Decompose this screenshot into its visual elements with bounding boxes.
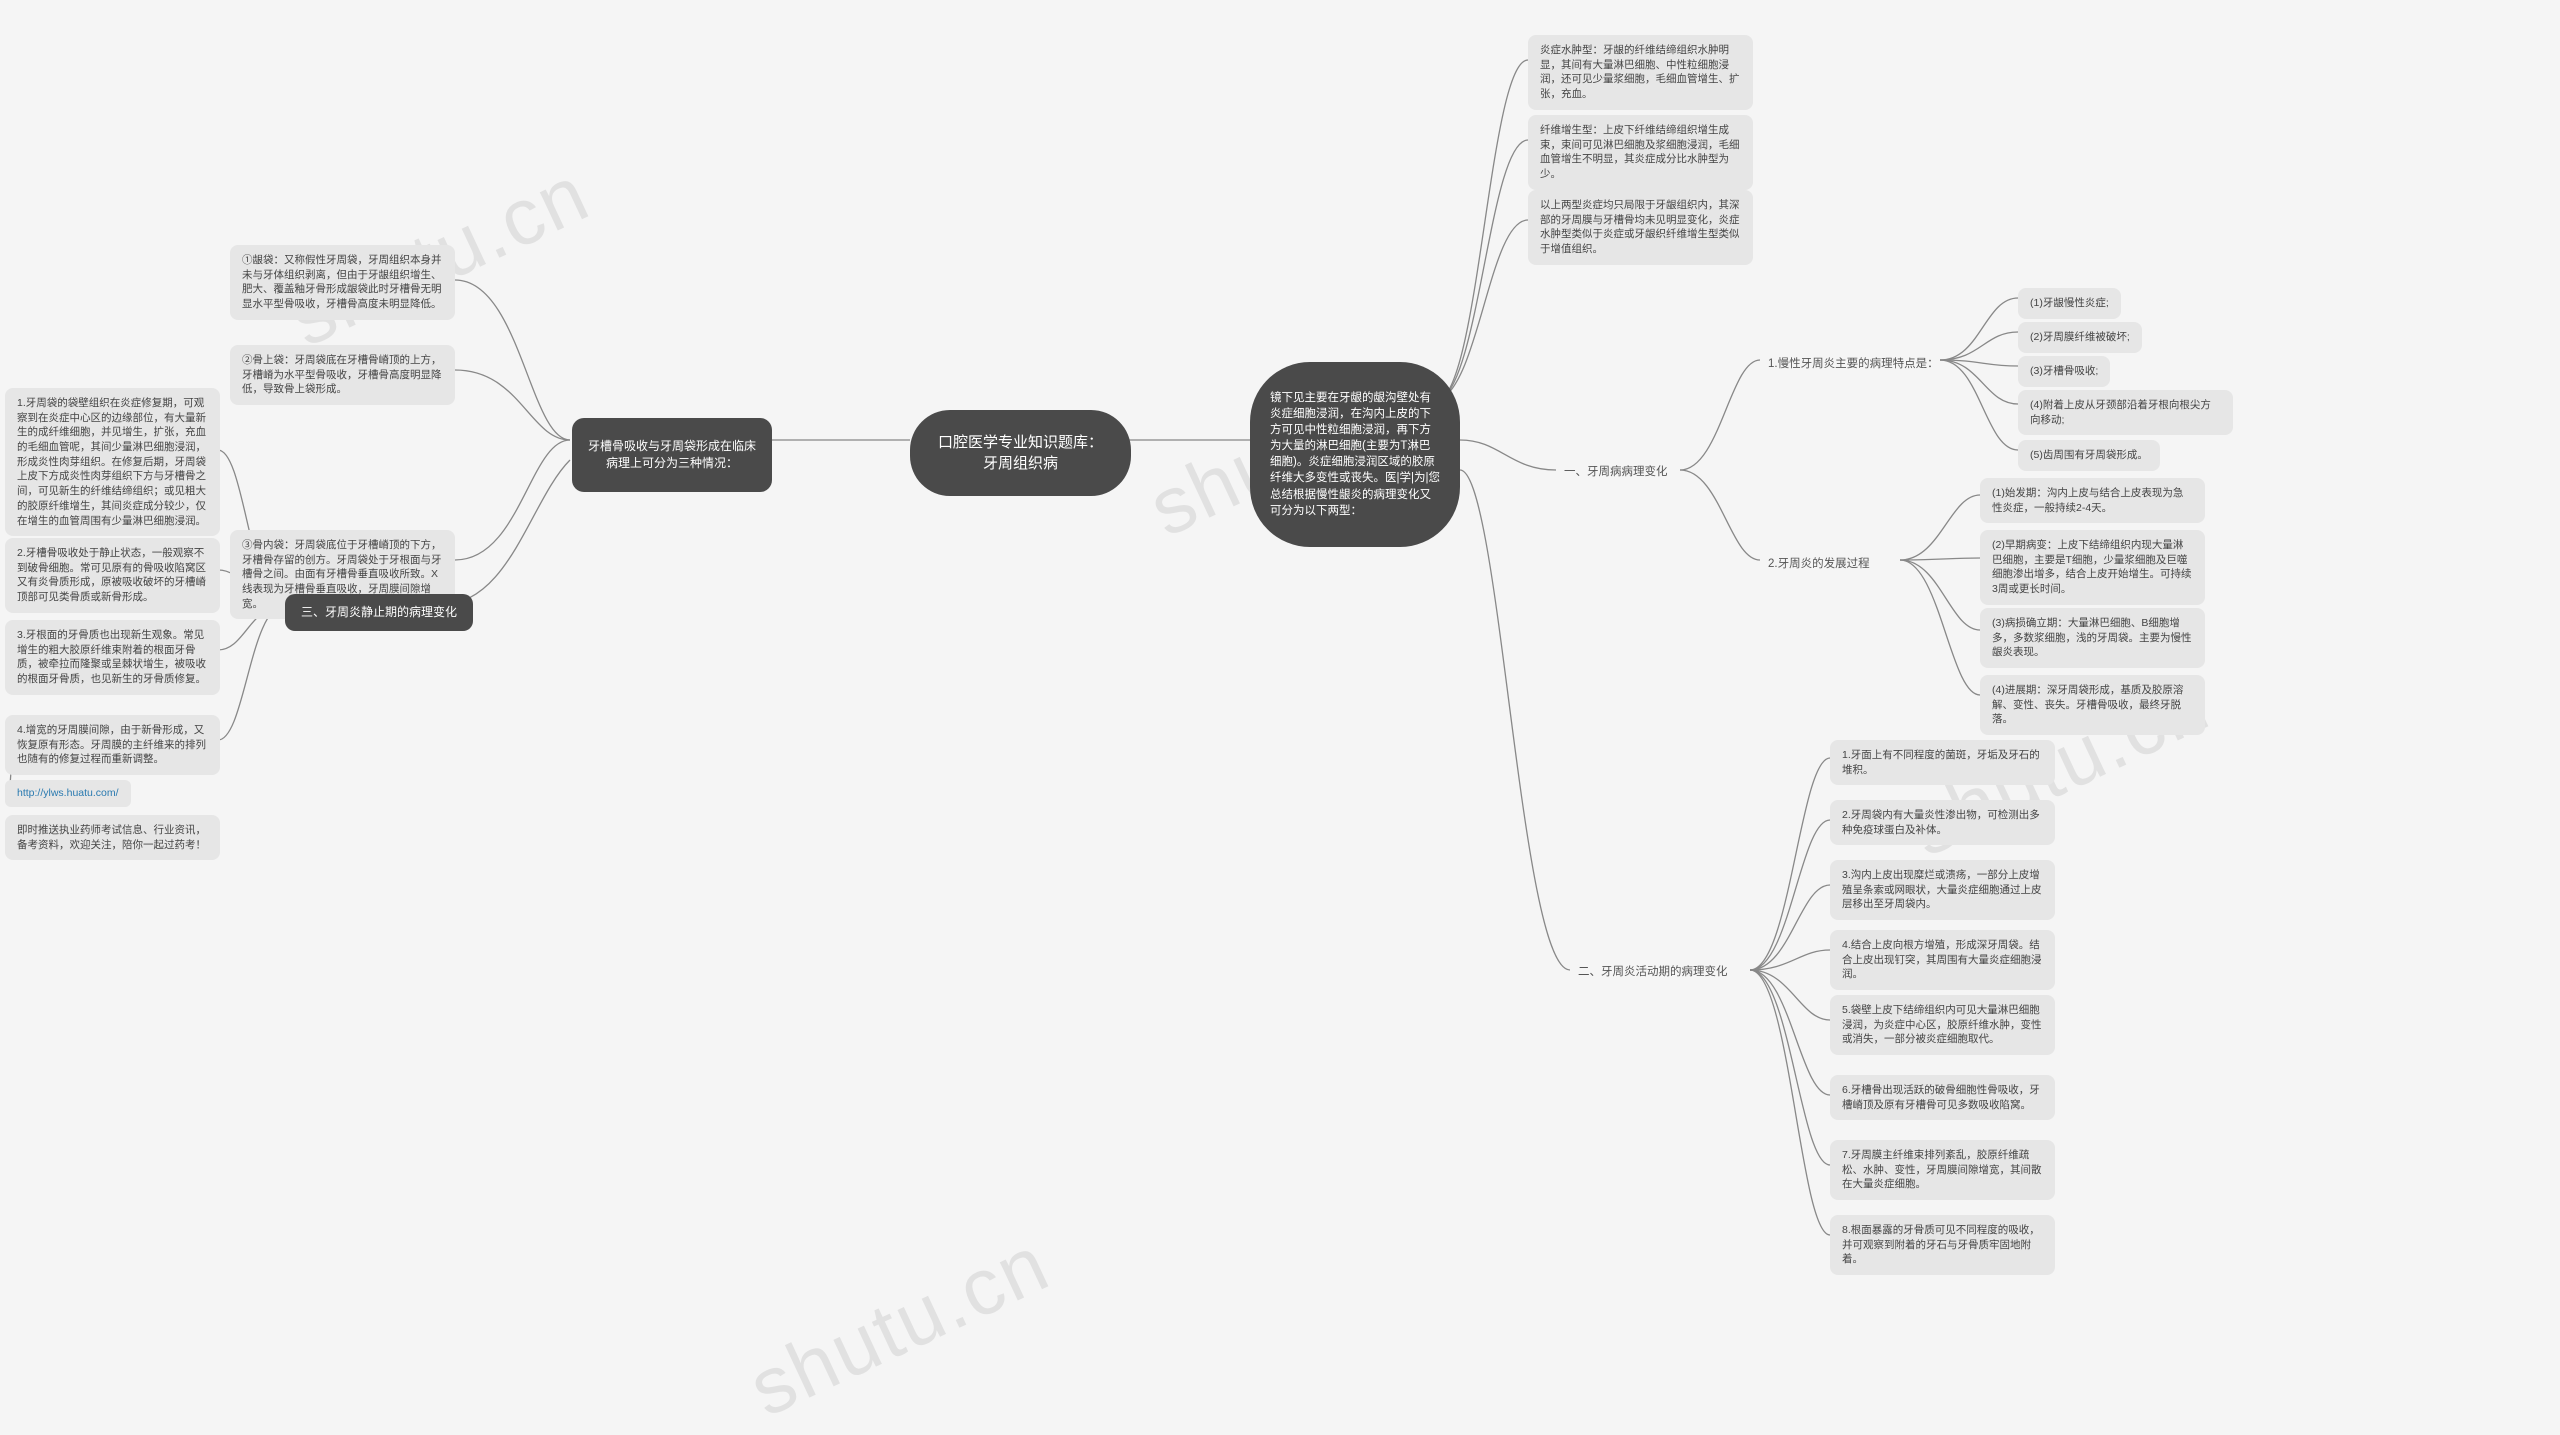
right-top-1: 炎症水肿型：牙龈的纤维结缔组织水肿明显，其间有大量淋巴细胞、中性粒细胞浸润，还可… xyxy=(1528,35,1753,110)
root-node: 口腔医学专业知识题库： 牙周组织病 xyxy=(910,410,1131,496)
branch1-leaf-1: (1)牙龈慢性炎症; xyxy=(2018,288,2121,319)
section-1-label: 一、牙周病病理变化 xyxy=(1556,460,1676,484)
left-quiet-4: 4.增宽的牙周膜间隙，由于新骨形成，又恢复原有形态。牙周膜的主纤维来的排列也随有… xyxy=(5,715,220,775)
left-quiet-2: 2.牙槽骨吸收处于静止状态，一般观察不到破骨细胞。常可见原有的骨吸收陷窝区又有炎… xyxy=(5,538,220,613)
branch2-leaf-4: (4)进展期：深牙周袋形成，基质及胶原溶解、变性、丧失。牙槽骨吸收，最终牙脱落。 xyxy=(1980,675,2205,735)
sec2-leaf-8: 8.根面暴露的牙骨质可见不同程度的吸收，并可观察到附着的牙石与牙骨质牢固地附着。 xyxy=(1830,1215,2055,1275)
right-top-2: 纤维增生型：上皮下纤维结缔组织增生成束，束间可见淋巴细胞及浆细胞浸润，毛细血管增… xyxy=(1528,115,1753,190)
branch-2-label: 2.牙周炎的发展过程 xyxy=(1760,552,1878,576)
sec2-leaf-2: 2.牙周袋内有大量炎性渗出物，可检测出多种免疫球蛋白及补体。 xyxy=(1830,800,2055,845)
watermark: shutu.cn xyxy=(735,1217,1062,1435)
branch1-leaf-2: (2)牙周膜纤维被破坏; xyxy=(2018,322,2142,353)
branch2-leaf-3: (3)病损确立期：大量淋巴细胞、B细胞增多，多数浆细胞，浅的牙周袋。主要为慢性龈… xyxy=(1980,608,2205,668)
left-sub-node: 三、牙周炎静止期的病理变化 xyxy=(285,594,473,631)
branch2-leaf-1: (1)始发期：沟内上皮与结合上皮表现为急性炎症，一般持续2-4天。 xyxy=(1980,478,2205,523)
left-quiet-1: 1.牙周袋的袋壁组织在炎症修复期，可观察到在炎症中心区的边缘部位，有大量新生的成… xyxy=(5,388,220,536)
sec2-leaf-7: 7.牙周膜主纤维束排列紊乱，胶原纤维疏松、水肿、变性，牙周膜间隙增宽，其间散在大… xyxy=(1830,1140,2055,1200)
sec2-leaf-3: 3.沟内上皮出现糜烂或溃疡，一部分上皮增殖呈条索或网眼状，大量炎症细胞通过上皮层… xyxy=(1830,860,2055,920)
right-main-node: 镜下见主要在牙龈的龈沟壁处有炎症细胞浸润，在沟内上皮的下方可见中性粒细胞浸润，再… xyxy=(1250,362,1460,547)
left-quiet-3: 3.牙根面的牙骨质也出现新生观象。常见增生的粗大胶原纤维束附着的根面牙骨质，被牵… xyxy=(5,620,220,695)
section-2-label: 二、牙周炎活动期的病理变化 xyxy=(1570,960,1736,984)
root-title-line1: 口腔医学专业知识题库： xyxy=(938,432,1103,453)
sec2-leaf-5: 5.袋壁上皮下结缔组织内可见大量淋巴细胞浸润，为炎症中心区，胶原纤维水肿，变性或… xyxy=(1830,995,2055,1055)
root-title-line2: 牙周组织病 xyxy=(938,453,1103,474)
left-case-1: ①龈袋：又称假性牙周袋，牙周组织本身并未与牙体组织剥离，但由于牙龈组织增生、肥大… xyxy=(230,245,455,320)
branch2-leaf-2: (2)早期病变：上皮下结缔组织内现大量淋巴细胞，主要是T细胞，少量浆细胞及巨噬细… xyxy=(1980,530,2205,605)
footer-url[interactable]: http://ylws.huatu.com/ xyxy=(5,780,131,807)
branch-1-label: 1.慢性牙周炎主要的病理特点是： xyxy=(1760,352,1947,376)
branch1-leaf-5: (5)齿周围有牙周袋形成。 xyxy=(2018,440,2160,471)
right-top-3: 以上两型炎症均只局限于牙龈组织内，其深部的牙周膜与牙槽骨均未见明显变化，炎症水肿… xyxy=(1528,190,1753,265)
sec2-leaf-4: 4.结合上皮向根方增殖，形成深牙周袋。结合上皮出现钉突，其周围有大量炎症细胞浸润… xyxy=(1830,930,2055,990)
sec2-leaf-6: 6.牙槽骨出现活跃的破骨细胞性骨吸收，牙槽嵴顶及原有牙槽骨可见多数吸收陷窝。 xyxy=(1830,1075,2055,1120)
sec2-leaf-1: 1.牙面上有不同程度的菌斑，牙垢及牙石的堆积。 xyxy=(1830,740,2055,785)
branch1-leaf-3: (3)牙槽骨吸收; xyxy=(2018,356,2110,387)
left-case-2: ②骨上袋：牙周袋底在牙槽骨嵴顶的上方，牙槽嵴为水平型骨吸收，牙槽骨高度明显降低，… xyxy=(230,345,455,405)
branch1-leaf-4: (4)附着上皮从牙颈部沿着牙根向根尖方向移动; xyxy=(2018,390,2233,435)
footer-note: 即时推送执业药师考试信息、行业资讯，备考资料，欢迎关注，陪你一起过药考！ xyxy=(5,815,220,860)
left-main-node: 牙槽骨吸收与牙周袋形成在临床病理上可分为三种情况： xyxy=(572,418,772,492)
